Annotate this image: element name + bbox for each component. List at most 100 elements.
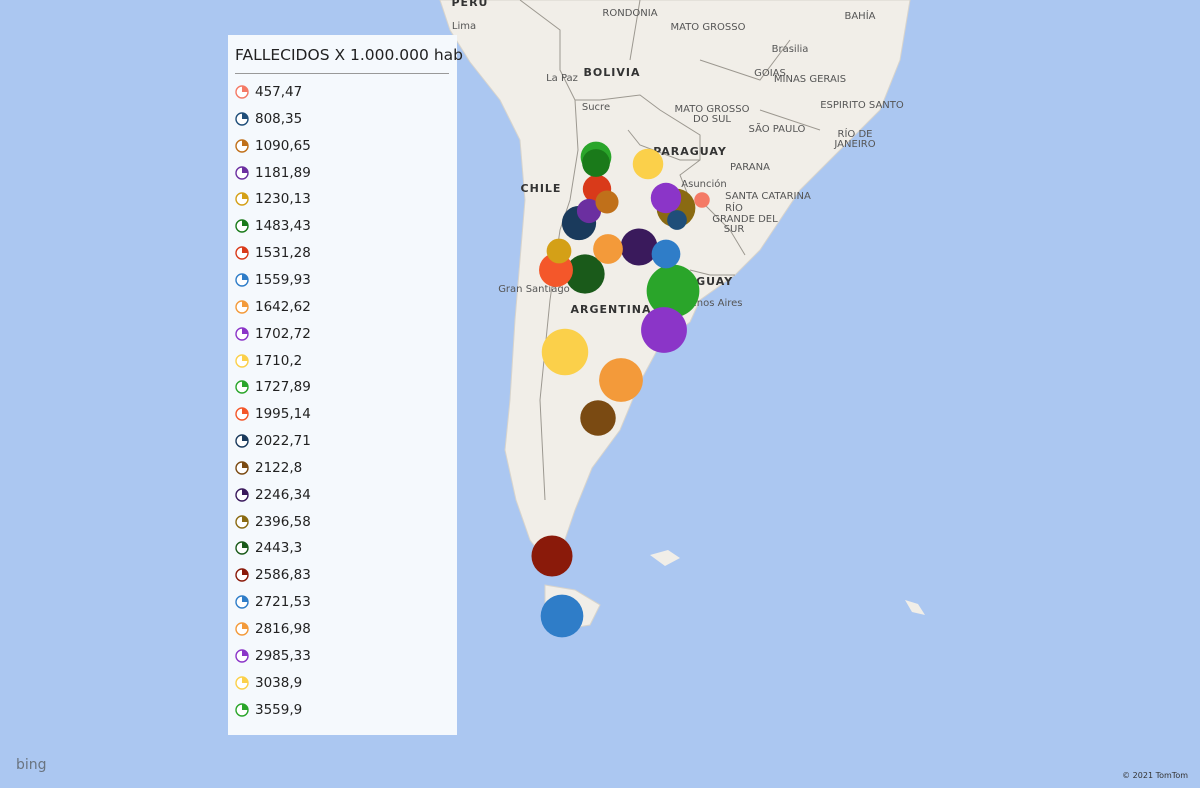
map-label: Sucre xyxy=(582,102,610,113)
legend-label: 808,35 xyxy=(255,110,303,127)
legend-item: 2122,8 xyxy=(235,458,302,478)
legend-wedge xyxy=(242,300,248,307)
legend-icon xyxy=(235,380,249,395)
legend-wedge xyxy=(242,354,248,361)
map-label: PARAGUAY xyxy=(653,145,727,158)
map-label: CHILE xyxy=(521,182,562,195)
legend-wedge xyxy=(242,623,248,629)
bubble xyxy=(667,210,687,230)
legend-item: 1559,93 xyxy=(235,270,311,290)
legend-label: 1727,89 xyxy=(255,379,311,396)
legend-icon xyxy=(235,488,249,502)
bubble xyxy=(593,234,623,264)
legend-wedge xyxy=(242,86,248,92)
legend-label: 3559,9 xyxy=(255,701,303,718)
legend-wedge xyxy=(242,193,248,200)
map-label: MATO GROSSO xyxy=(671,22,746,33)
legend-wedge xyxy=(242,408,248,415)
legend-wedge xyxy=(242,703,248,710)
map-label: GOIAS xyxy=(754,68,786,79)
legend-icon xyxy=(235,675,249,690)
legend-icon xyxy=(235,112,249,126)
legend-label: 1090,65 xyxy=(255,137,311,154)
legend-item: 808,35 xyxy=(235,109,302,129)
legend-icon xyxy=(235,85,249,99)
legend-icon xyxy=(235,219,249,233)
legend-label: 1710,2 xyxy=(255,352,303,369)
legend-wedge xyxy=(242,381,248,388)
bubble xyxy=(632,148,664,180)
legend-icon xyxy=(235,192,249,207)
legend-icon xyxy=(235,300,249,314)
bubble xyxy=(531,535,573,577)
map-label: BOLIVIA xyxy=(584,66,641,79)
legend-wedge xyxy=(242,488,248,495)
bubble xyxy=(641,307,687,353)
map-label: GRANDE DEL xyxy=(712,214,778,225)
bubble xyxy=(651,239,681,269)
legend-wedge xyxy=(242,166,248,173)
legend-icon xyxy=(235,461,249,475)
legend-wedge xyxy=(242,220,248,227)
legend-item: 2443,3 xyxy=(235,538,302,558)
bubble xyxy=(650,182,682,214)
map-label: JANEIRO xyxy=(833,139,875,150)
legend-icon xyxy=(235,273,249,287)
map-label: Brasilia xyxy=(772,44,809,55)
legend-label: 1181,89 xyxy=(255,164,311,181)
map-label: Lima xyxy=(452,21,476,32)
legend-label: 2985,33 xyxy=(255,647,311,664)
map-label: SUR xyxy=(724,224,745,235)
legend-item: 3038,9 xyxy=(235,673,302,693)
legend-wedge xyxy=(242,327,248,334)
bubble xyxy=(646,264,700,318)
bubble xyxy=(582,149,610,177)
legend-label: 1995,14 xyxy=(255,406,311,423)
legend-label: 2246,34 xyxy=(255,486,311,503)
legend-rule xyxy=(235,73,449,74)
copyright: © 2021 TomTom xyxy=(1122,771,1188,780)
bubble xyxy=(540,594,584,638)
legend-item: 1483,43 xyxy=(235,216,311,236)
legend-wedge xyxy=(242,596,248,603)
legend-label: 2721,53 xyxy=(255,594,311,611)
legend-wedge xyxy=(242,676,248,683)
legend-item: 1995,14 xyxy=(235,404,311,424)
map-label: La Paz xyxy=(546,73,578,84)
map-label: ARGENTINA xyxy=(570,303,651,316)
falklands xyxy=(650,550,925,615)
legend-label: 1230,13 xyxy=(255,191,311,208)
legend-item: 1531,28 xyxy=(235,243,311,263)
legend-wedge xyxy=(242,569,248,576)
legend-icon xyxy=(235,434,249,448)
legend-wedge xyxy=(242,247,248,254)
legend-wedge xyxy=(242,435,248,442)
legend-icon xyxy=(235,622,249,636)
legend-icon xyxy=(235,541,249,556)
legend-wedge xyxy=(242,273,248,280)
map-label: ESPIRITO SANTO xyxy=(820,100,904,111)
map-label: MATO GROSSO xyxy=(675,104,750,115)
legend-item: 2022,71 xyxy=(235,431,311,451)
legend-label: 2122,8 xyxy=(255,459,303,476)
bubble xyxy=(595,190,619,214)
legend-title: FALLECIDOS X 1.000.000 hab xyxy=(235,46,463,64)
bubble xyxy=(576,198,602,224)
legend-icon xyxy=(235,595,249,609)
map-label: SANTA CATARINA xyxy=(725,191,811,202)
legend-icon xyxy=(235,514,249,529)
legend-wedge xyxy=(242,649,248,656)
legend-item: 2246,34 xyxy=(235,485,311,505)
legend-label: 1531,28 xyxy=(255,245,311,262)
legend-label: 2443,3 xyxy=(255,540,303,557)
legend-label: 1559,93 xyxy=(255,271,311,288)
bubble xyxy=(546,238,572,264)
map-label: Buenos Aires xyxy=(677,298,742,309)
legend-icon xyxy=(235,568,249,582)
legend-icon xyxy=(235,246,249,260)
map-label: Asunción xyxy=(681,178,726,190)
map-label: RÍO xyxy=(725,201,743,214)
legend: FALLECIDOS X 1.000.000 hab 457,47 808,35 1… xyxy=(228,35,463,735)
